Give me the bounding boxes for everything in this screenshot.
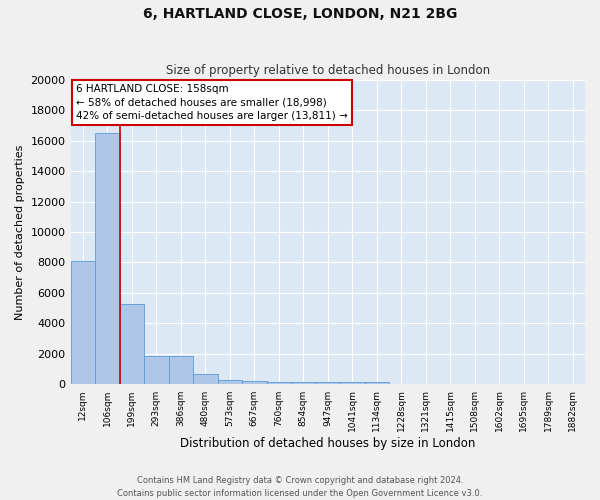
Bar [119, 304, 144, 384]
Bar [340, 382, 365, 384]
X-axis label: Distribution of detached houses by size in London: Distribution of detached houses by size … [180, 437, 475, 450]
Bar [144, 356, 169, 384]
Text: Contains HM Land Registry data © Crown copyright and database right 2024.
Contai: Contains HM Land Registry data © Crown c… [118, 476, 482, 498]
Bar [291, 382, 316, 384]
Y-axis label: Number of detached properties: Number of detached properties [15, 144, 25, 320]
Bar [365, 382, 389, 384]
Bar [193, 374, 218, 384]
Text: 6, HARTLAND CLOSE, LONDON, N21 2BG: 6, HARTLAND CLOSE, LONDON, N21 2BG [143, 8, 457, 22]
Bar [242, 381, 266, 384]
Bar [71, 261, 95, 384]
Bar [316, 382, 340, 384]
Text: 6 HARTLAND CLOSE: 158sqm
← 58% of detached houses are smaller (18,998)
42% of se: 6 HARTLAND CLOSE: 158sqm ← 58% of detach… [76, 84, 347, 120]
Title: Size of property relative to detached houses in London: Size of property relative to detached ho… [166, 64, 490, 77]
Bar [266, 382, 291, 384]
Bar [218, 380, 242, 384]
Bar [95, 133, 119, 384]
Bar [169, 356, 193, 384]
